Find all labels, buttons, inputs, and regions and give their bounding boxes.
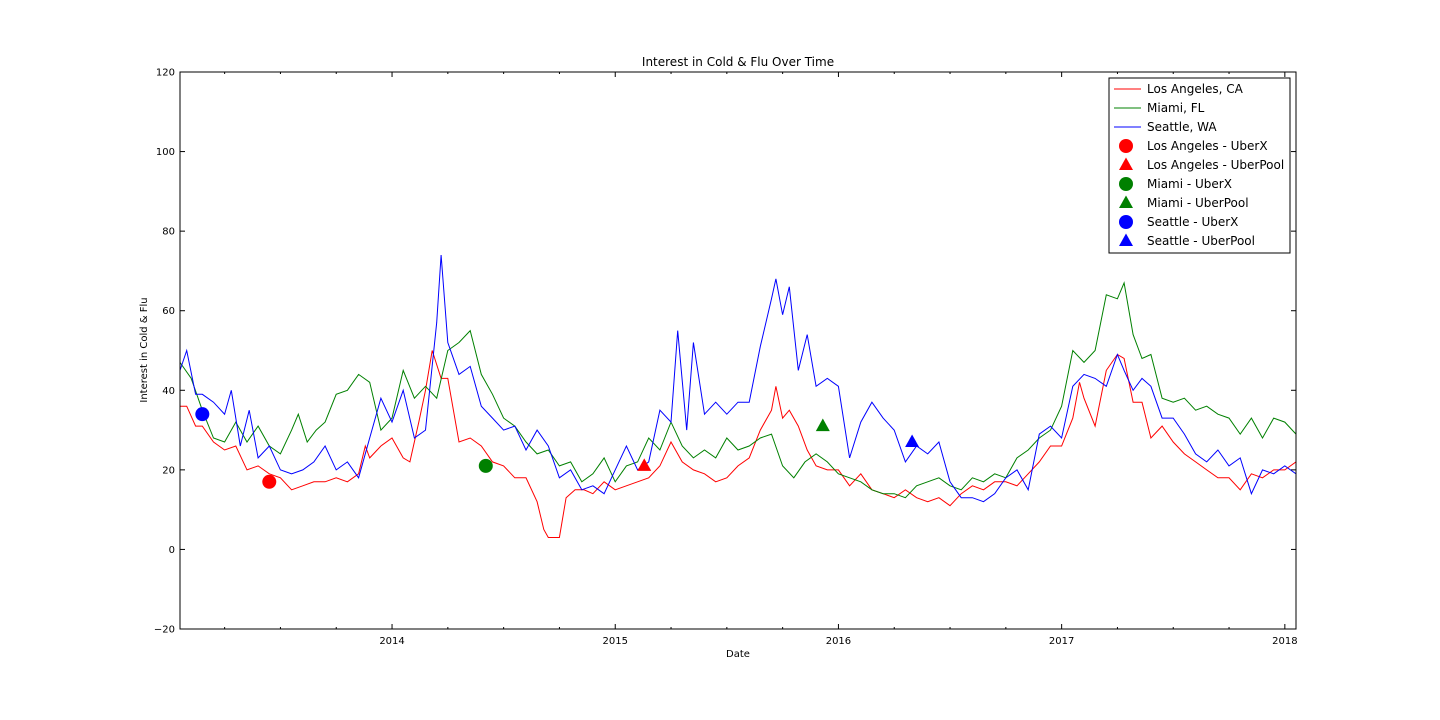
x-axis: 2014 2015 2016 2017 2018 <box>224 72 1298 647</box>
marker-seattle-uberx <box>195 407 210 422</box>
legend-label-seattle-uberpool: Seattle - UberPool <box>1147 234 1255 248</box>
legend-marker-los-angeles-uberpool <box>1119 157 1133 171</box>
series-line-seattle-wa <box>180 254 1296 503</box>
marker-seattle-uberpool <box>905 434 920 448</box>
legend-marker-miami-uberx <box>1119 177 1133 191</box>
legend-marker-seattle-uberx <box>1119 215 1133 229</box>
legend-marker-seattle-uberpool <box>1119 233 1133 247</box>
y-tick-label: 120 <box>156 68 175 79</box>
y-tick-label: 20 <box>162 465 175 476</box>
event-markers <box>195 407 920 489</box>
legend-label-miami-fl: Miami, FL <box>1147 101 1205 115</box>
marker-miami-uberpool <box>815 418 830 432</box>
x-tick-label: 2018 <box>1272 636 1297 647</box>
marker-los-angeles-uberpool <box>637 458 652 471</box>
legend-marker-miami-uberpool <box>1119 195 1133 209</box>
legend-label-miami-uberpool: Miami - UberPool <box>1147 196 1249 210</box>
y-tick-label: −20 <box>154 625 175 636</box>
y-axis: −20 0 20 40 60 80 100 120 <box>154 68 1296 636</box>
y-tick-label: 100 <box>156 147 175 158</box>
marker-miami-uberx <box>478 458 493 473</box>
legend-label-seattle-uberx: Seattle - UberX <box>1147 215 1238 229</box>
y-tick-label: 40 <box>162 386 175 397</box>
legend-label-los-angeles-ca: Los Angeles, CA <box>1147 82 1244 96</box>
x-tick-label: 2015 <box>603 636 628 647</box>
legend-label-miami-uberx: Miami - UberX <box>1147 177 1232 191</box>
legend-label-los-angeles-uberpool: Los Angeles - UberPool <box>1147 158 1284 172</box>
y-tick-label: 60 <box>162 306 175 317</box>
x-tick-label: 2017 <box>1049 636 1074 647</box>
series-line-los-angeles-ca <box>180 350 1296 538</box>
legend-label-seattle-wa: Seattle, WA <box>1147 120 1217 134</box>
legend-label-los-angeles-uberx: Los Angeles - UberX <box>1147 139 1268 153</box>
y-tick-label: 0 <box>169 545 175 556</box>
series-lines <box>180 254 1296 538</box>
chart-title: Interest in Cold & Flu Over Time <box>642 55 834 69</box>
legend: Los Angeles, CA Miami, FL Seattle, WA Los A… <box>1108 77 1291 254</box>
y-tick-label: 80 <box>162 227 175 238</box>
series-line-miami-fl <box>180 281 1296 499</box>
y-axis-title: Interest in Cold & Flu <box>139 297 150 402</box>
legend-box <box>1108 77 1291 254</box>
plot-frame <box>179 71 1297 630</box>
marker-los-angeles-uberx <box>262 474 277 489</box>
x-tick-label: 2016 <box>826 636 851 647</box>
legend-marker-los-angeles-uberx <box>1119 139 1133 153</box>
x-axis-title: Date <box>726 649 750 660</box>
x-tick-label: 2014 <box>379 636 404 647</box>
